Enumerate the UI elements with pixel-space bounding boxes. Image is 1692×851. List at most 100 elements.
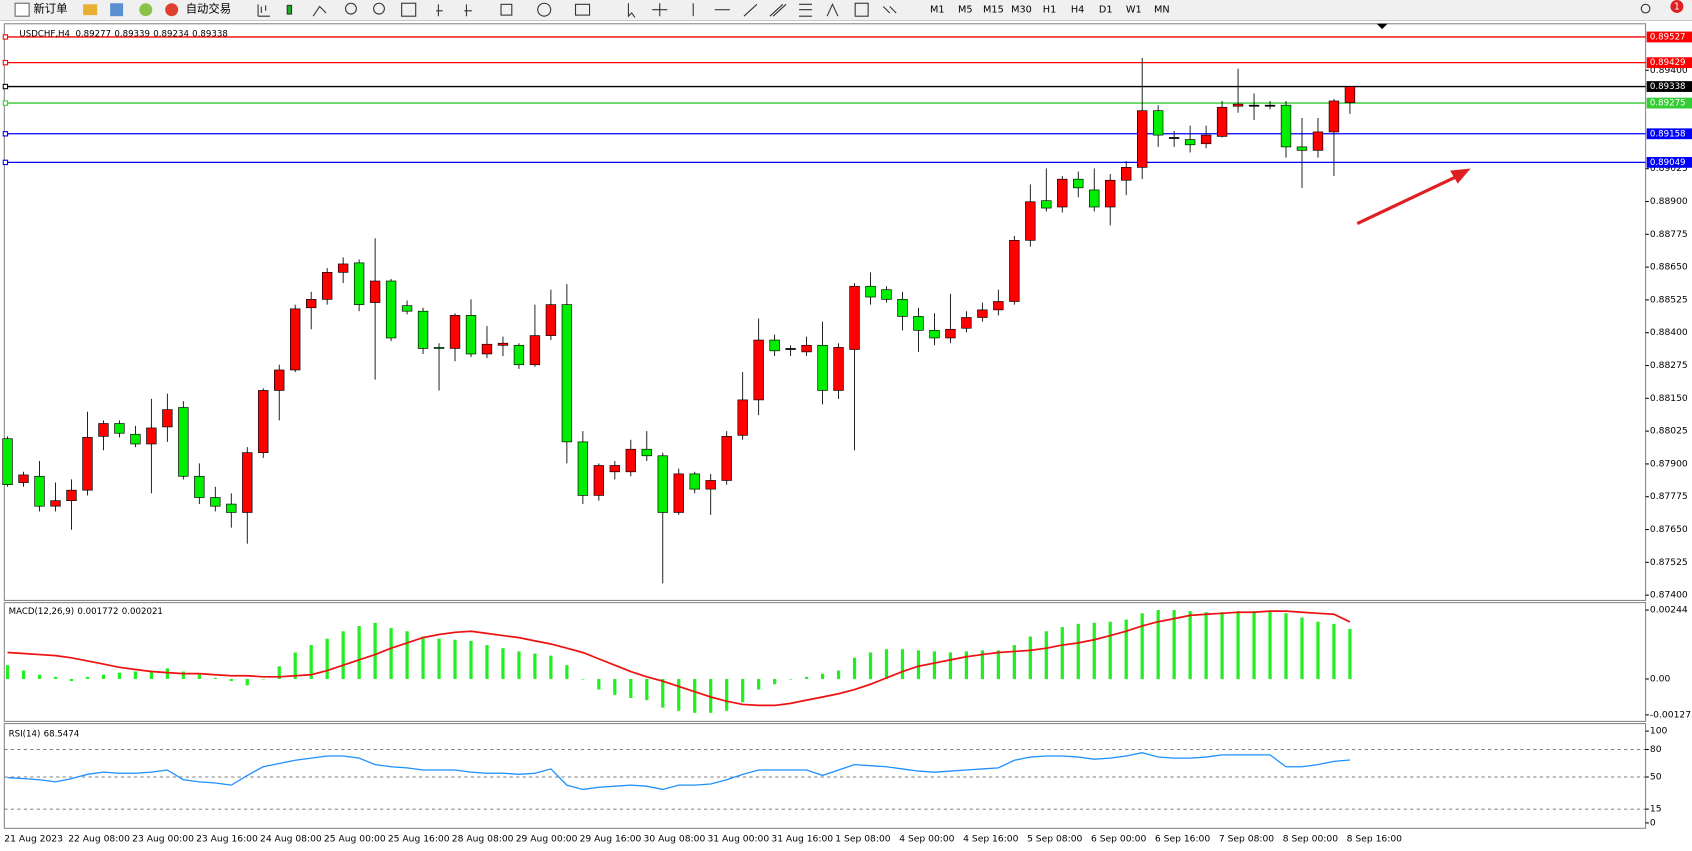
level-handle (2, 100, 9, 106)
symbol-header: USDCHF,H4 0.89277 0.89339 0.89234 0.89338 (19, 29, 227, 39)
y-tick-label: 0.87775 (1650, 491, 1688, 502)
tile-icon[interactable] (401, 2, 417, 17)
timeframe-button[interactable]: H1 (1043, 5, 1056, 16)
arrows-icon[interactable] (882, 6, 897, 14)
new-order-icon[interactable] (14, 2, 30, 17)
macd-bar (996, 650, 1000, 679)
level-label-bg (1646, 57, 1692, 69)
y-tick-label: 0.88775 (1650, 229, 1688, 240)
period-icon[interactable] (537, 2, 552, 17)
channel-icon[interactable] (769, 3, 787, 17)
y-tick-label: 50 (1650, 772, 1662, 783)
macd-bar (197, 674, 201, 679)
timeframe-button[interactable]: M15 (983, 5, 1004, 16)
timeframe-button[interactable]: M5 (958, 5, 973, 16)
candle-body (657, 455, 668, 513)
candle-body (242, 452, 253, 513)
notification-badge[interactable] (1670, 0, 1684, 13)
macd-bar (53, 676, 58, 679)
auto-trading-icon[interactable] (165, 3, 179, 17)
macd-bar (1044, 631, 1048, 679)
timeframe-button[interactable]: M1 (930, 5, 945, 16)
macd-bar (1028, 636, 1032, 679)
candle-body (545, 304, 557, 336)
macd-bar (964, 651, 969, 679)
macd-bar (357, 625, 361, 679)
candle-body (1073, 178, 1084, 189)
indicators-icon[interactable] (500, 3, 513, 16)
y-tick-label: 0.89025 (1650, 163, 1688, 174)
level-handle (2, 34, 9, 40)
x-tick-label: 6 Sep 16:00 (1155, 834, 1210, 845)
macd-bar (677, 678, 681, 711)
candle-body (1328, 100, 1340, 133)
candle-body (337, 263, 349, 273)
cursor-icon[interactable] (627, 3, 636, 18)
macd-bar (469, 640, 473, 679)
macd-signal (7, 610, 1351, 707)
rsi-header: RSI(14) 68.5474 (9, 729, 80, 739)
shift-icon[interactable] (464, 4, 472, 17)
candle-body (417, 310, 429, 349)
macd-header: MACD(12,26,9) 0.001772 0.002021 (9, 607, 163, 617)
crosshair-icon[interactable] (652, 3, 668, 17)
level-handle (2, 159, 9, 166)
candle-body (897, 299, 908, 317)
bar-chart-icon[interactable] (257, 4, 270, 17)
trendline-icon[interactable] (743, 3, 758, 17)
candle-body (369, 280, 381, 303)
candle-body (801, 344, 812, 353)
candle-body (721, 436, 732, 481)
candle-body (945, 328, 956, 339)
timeframe-button[interactable]: H4 (1071, 5, 1084, 16)
template-icon[interactable] (574, 3, 591, 16)
y-tick-label: 80 (1650, 744, 1662, 755)
candle-body (226, 503, 237, 513)
candle-body (1200, 134, 1212, 145)
timeframe-button[interactable]: D1 (1099, 5, 1113, 16)
candle-body (50, 500, 61, 507)
macd-bar (1076, 623, 1080, 679)
toolbar-icon[interactable] (139, 3, 153, 17)
y-tick-label: 0.88025 (1650, 426, 1688, 437)
zoom-in-icon[interactable] (344, 2, 357, 15)
toolbar-icon[interactable] (110, 3, 124, 17)
macd-bar (213, 677, 217, 679)
macd-bar (1236, 611, 1240, 679)
macd-bar (820, 673, 825, 679)
y-tick-label: 0.88525 (1650, 294, 1688, 305)
timeframe-button[interactable]: M30 (1011, 5, 1032, 16)
candle-icon[interactable] (286, 4, 293, 15)
timeframe-button[interactable]: MN (1154, 5, 1170, 16)
macd-bar (549, 655, 553, 679)
candle-body (34, 475, 45, 507)
text-icon[interactable] (826, 3, 839, 17)
candle-body (513, 344, 525, 366)
auto-trading-button[interactable]: 自动交易 (186, 2, 231, 16)
candle-body (529, 335, 541, 366)
macd-bar (1284, 613, 1288, 679)
search-icon[interactable] (1640, 3, 1651, 14)
macd-bar (804, 676, 809, 679)
macd-bar (325, 638, 329, 679)
toolbar-icon[interactable] (83, 4, 98, 16)
candle-body (625, 448, 636, 473)
timeframe-button[interactable]: W1 (1126, 5, 1142, 16)
macd-bar (293, 652, 297, 679)
x-tick-label: 22 Aug 08:00 (68, 834, 130, 845)
macd-panel (3, 602, 1647, 722)
candle-body (385, 280, 397, 339)
label-icon[interactable] (854, 2, 869, 17)
fibo-icon[interactable] (799, 3, 812, 17)
level-label: 0.89275 (1650, 99, 1686, 109)
autoscroll-icon[interactable] (436, 4, 443, 17)
candle-body (449, 315, 461, 349)
level-label: 0.89049 (1650, 158, 1686, 168)
candle-body (1296, 146, 1308, 151)
header-close: 0.89338 (192, 29, 228, 39)
new-order-button[interactable]: 新订单 (33, 2, 67, 16)
candle-body (1025, 201, 1036, 241)
line-icon[interactable] (312, 5, 327, 17)
zoom-out-icon[interactable] (373, 2, 385, 15)
